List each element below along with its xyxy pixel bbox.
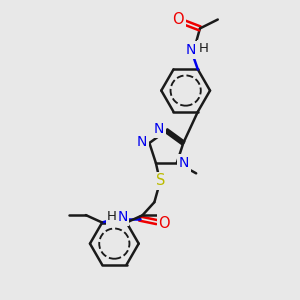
Text: O: O [172, 12, 184, 27]
Text: O: O [158, 216, 170, 231]
Text: N: N [154, 122, 164, 136]
Text: N: N [186, 43, 196, 57]
Text: N: N [117, 210, 128, 224]
Text: N: N [179, 156, 189, 170]
Text: H: H [199, 42, 208, 55]
Text: H: H [107, 210, 117, 223]
Text: S: S [156, 173, 165, 188]
Text: N: N [137, 134, 147, 148]
